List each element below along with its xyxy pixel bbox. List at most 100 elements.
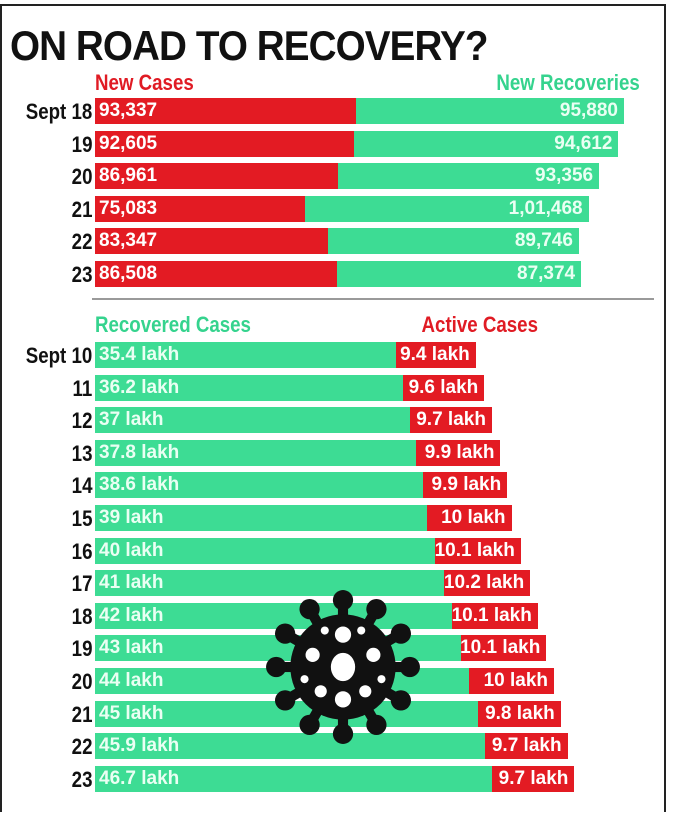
data-label-new-cases: 86,508 <box>99 263 158 284</box>
bar-active-cases: 10.1 lakh <box>460 635 547 662</box>
bar-active-cases: 10 lakh <box>469 668 554 694</box>
tick-label: 13 <box>71 440 92 466</box>
data-label-recovered-cases: 46.7 lakh <box>99 767 180 789</box>
bar-new-recoveries: 1,01,468 <box>304 195 589 222</box>
tick-label: 19 <box>71 636 92 662</box>
bottom-row: Sept 10 35.4 lakh 9.4 lakh <box>0 342 680 370</box>
bar-new-cases: 92,605 <box>95 130 354 157</box>
bar-new-cases: 86,961 <box>95 163 339 190</box>
data-label-new-cases: 75,083 <box>99 197 158 219</box>
data-label-active-cases: 10.2 lakh <box>443 572 525 594</box>
bottom-row: 19 43 lakh 10.1 lakh <box>0 635 680 663</box>
data-label-active-cases: 9.7 lakh <box>491 735 562 757</box>
bar-active-cases: 9.7 lakh <box>485 733 568 760</box>
bar-new-recoveries: 95,880 <box>355 98 625 124</box>
top-row: 22 83,347 89,746 <box>0 228 680 256</box>
tick-label: 15 <box>71 506 92 531</box>
data-label-recovered-cases: 40 lakh <box>99 539 164 561</box>
chart-frame <box>0 4 666 812</box>
tick-label: 22 <box>71 229 92 255</box>
data-label-active-cases: 9.9 lakh <box>431 474 502 496</box>
bar-recovered-cases: 35.4 lakh <box>95 342 396 368</box>
bottom-row: 14 38.6 lakh 9.9 lakh <box>0 472 680 500</box>
data-label-recovered-cases: 36.2 lakh <box>99 376 180 398</box>
data-label-recovered-cases: 42 lakh <box>99 604 164 626</box>
bar-new-recoveries: 89,746 <box>328 228 579 255</box>
top-row: 21 75,083 1,01,468 <box>0 195 680 224</box>
data-label-recovered-cases: 45.9 lakh <box>99 735 180 757</box>
tick-label: Sept 18 <box>25 99 92 124</box>
data-label-recovered-cases: 43 lakh <box>99 637 164 659</box>
data-label-recovered-cases: 39 lakh <box>99 507 164 528</box>
data-label-active-cases: 10.1 lakh <box>451 604 532 626</box>
data-label-new-recoveries: 93,356 <box>535 165 594 187</box>
bar-recovered-cases: 45.9 lakh <box>95 733 486 760</box>
legend-new-recoveries: New Recoveries <box>496 70 640 95</box>
data-label-new-cases: 92,605 <box>99 132 158 154</box>
top-row: Sept 18 93,337 95,880 <box>0 98 680 126</box>
tick-label: 18 <box>71 603 92 629</box>
data-label-recovered-cases: 41 lakh <box>99 572 164 594</box>
tick-label: 21 <box>71 196 92 222</box>
chart-title: ON ROAD TO RECOVERY? <box>10 22 488 69</box>
bar-new-recoveries: 87,374 <box>336 261 582 287</box>
bottom-row: 11 36.2 lakh 9.6 lakh <box>0 374 680 403</box>
bar-recovered-cases: 36.2 lakh <box>95 374 403 401</box>
data-label-new-recoveries: 94,612 <box>554 132 613 154</box>
bar-active-cases: 10.1 lakh <box>435 537 521 564</box>
tick-label: 23 <box>71 262 92 287</box>
data-label-recovered-cases: 37.8 lakh <box>99 441 180 463</box>
bar-active-cases: 9.8 lakh <box>477 700 561 727</box>
bar-recovered-cases: 46.7 lakh <box>95 765 492 792</box>
data-label-active-cases: 9.8 lakh <box>485 702 555 724</box>
tick-label: 16 <box>71 538 92 564</box>
virus-icon <box>266 590 420 744</box>
bottom-row: 21 45 lakh 9.8 lakh <box>0 700 680 729</box>
bar-new-cases: 75,083 <box>95 195 305 222</box>
data-label-active-cases: 9.7 lakh <box>498 767 569 789</box>
bar-active-cases: 10.1 lakh <box>451 602 538 629</box>
bar-active-cases: 9.7 lakh <box>409 407 492 434</box>
data-label-active-cases: 10 lakh <box>483 670 548 691</box>
top-row: 23 86,508 87,374 <box>0 261 680 289</box>
tick-label: Sept 10 <box>25 343 92 368</box>
bottom-row: 23 46.7 lakh 9.7 lakh <box>0 765 680 794</box>
data-label-active-cases: 10 lakh <box>441 507 506 528</box>
top-row: 20 86,961 93,356 <box>0 163 680 191</box>
bottom-row: 17 41 lakh 10.2 lakh <box>0 570 680 598</box>
bar-recovered-cases: 39 lakh <box>95 505 427 531</box>
data-label-new-recoveries: 1,01,468 <box>508 197 583 219</box>
data-label-active-cases: 9.6 lakh <box>408 376 479 398</box>
tick-label: 19 <box>71 131 92 157</box>
bottom-row: 16 40 lakh 10.1 lakh <box>0 537 680 566</box>
bar-active-cases: 9.9 lakh <box>416 439 501 466</box>
bottom-row: 13 37.8 lakh 9.9 lakh <box>0 439 680 468</box>
data-label-recovered-cases: 38.6 lakh <box>99 474 180 496</box>
tick-label: 14 <box>71 473 92 499</box>
bar-new-cases: 86,508 <box>95 261 337 287</box>
bottom-row: 18 42 lakh 10.1 lakh <box>0 602 680 631</box>
section-divider <box>92 298 654 300</box>
tick-label: 20 <box>71 669 92 694</box>
bar-recovered-cases: 40 lakh <box>95 537 435 564</box>
data-label-recovered-cases: 44 lakh <box>99 670 164 691</box>
bar-active-cases: 9.7 lakh <box>491 765 575 792</box>
bar-active-cases: 9.9 lakh <box>423 472 508 499</box>
bar-recovered-cases: 37.8 lakh <box>95 439 417 466</box>
bottom-row: 22 45.9 lakh 9.7 lakh <box>0 733 680 761</box>
bar-active-cases: 10 lakh <box>426 505 512 531</box>
data-label-active-cases: 9.9 lakh <box>424 441 495 463</box>
data-label-active-cases: 9.4 lakh <box>400 344 470 365</box>
tick-label: 11 <box>72 375 92 401</box>
bar-recovered-cases: 42 lakh <box>95 602 452 629</box>
tick-label: 17 <box>71 571 92 597</box>
tick-label: 22 <box>71 734 92 760</box>
data-label-recovered-cases: 45 lakh <box>99 702 164 724</box>
bar-new-cases: 93,337 <box>95 98 356 124</box>
data-label-active-cases: 9.7 lakh <box>416 409 486 431</box>
legend-active-cases: Active Cases <box>421 312 538 337</box>
bottom-row: 15 39 lakh 10 lakh <box>0 505 680 533</box>
legend-new-cases: New Cases <box>95 70 194 95</box>
bar-recovered-cases: 37 lakh <box>95 407 410 434</box>
